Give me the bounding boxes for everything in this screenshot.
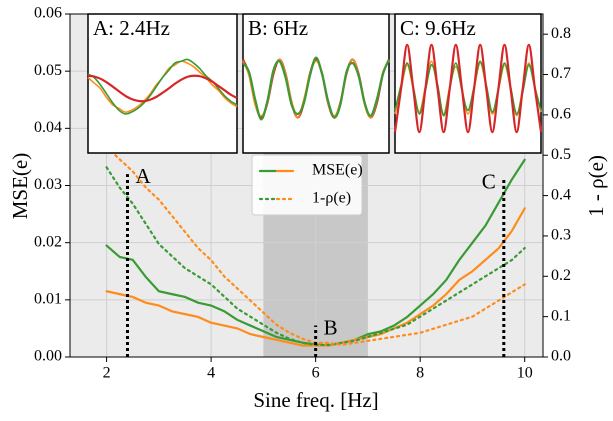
inset-line <box>242 56 391 121</box>
marker-label: B <box>324 315 338 339</box>
y2-tick-label: 0.4 <box>551 186 571 203</box>
legend-label: MSE(e) <box>312 162 363 179</box>
inset-background <box>394 13 542 154</box>
y-tick-label: 0.04 <box>34 119 62 136</box>
y2-tick-label: 0.0 <box>551 348 571 365</box>
y2-tick-label: 0.5 <box>551 146 571 163</box>
y-tick-label: 0.00 <box>34 348 62 365</box>
y2-tick-label: 0.6 <box>551 106 571 123</box>
x-axis-label: Sine freq. [Hz] <box>253 388 378 412</box>
inset-title: C: 9.6Hz <box>400 16 476 40</box>
legend-label: 1-ρ(e) <box>312 190 351 207</box>
x-tick-label: 8 <box>416 365 424 382</box>
y-tick-label: 0.03 <box>34 176 62 193</box>
inset-background <box>87 13 238 154</box>
inset-line <box>394 60 542 117</box>
y2-tick-label: 0.1 <box>551 307 571 324</box>
y-tick-label: 0.01 <box>34 291 62 308</box>
x-tick-label: 6 <box>312 365 320 382</box>
x-tick-label: 2 <box>103 365 111 382</box>
y2-tick-label: 0.8 <box>551 25 571 42</box>
inset-title: A: 2.4Hz <box>93 16 170 40</box>
y2-tick-label: 0.3 <box>551 227 571 244</box>
y-tick-label: 0.06 <box>34 5 62 22</box>
x-tick-label: 4 <box>207 365 215 382</box>
y-tick-label: 0.02 <box>34 233 62 250</box>
inset-background <box>242 13 390 154</box>
inset-title: B: 6Hz <box>248 16 308 40</box>
marker-label: C <box>482 170 496 194</box>
inset-line <box>394 60 542 117</box>
x-tick-label: 10 <box>517 365 533 382</box>
inset-line <box>393 43 543 134</box>
y2-tick-label: 0.7 <box>551 65 571 82</box>
y-axis-label: MSE(e) <box>8 153 32 220</box>
y2-axis-label: 1 - ρ(e) <box>584 155 608 217</box>
inset-line <box>87 74 238 103</box>
y-tick-label: 0.05 <box>34 62 62 79</box>
marker-label: A <box>135 164 151 188</box>
y2-tick-label: 0.2 <box>551 267 571 284</box>
